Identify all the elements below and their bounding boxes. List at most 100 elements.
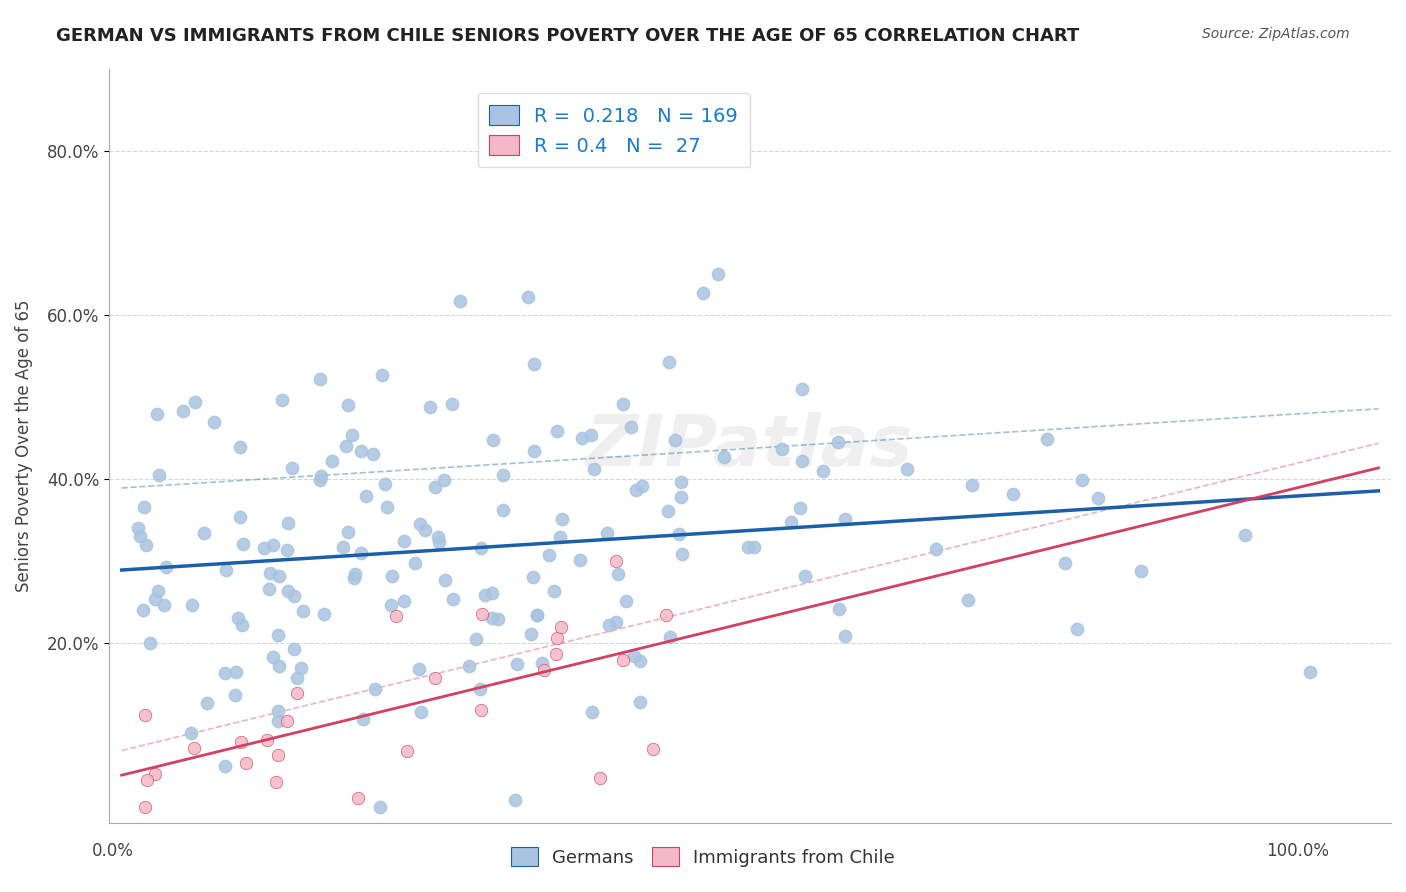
Text: 100.0%: 100.0% [1265,842,1329,860]
Point [658,354,681,368]
Point [669,490,692,504]
Point [253,541,276,555]
Point [419,400,441,414]
Point [256,732,278,747]
Point [226,611,249,625]
Point [291,604,314,618]
Point [596,526,619,541]
Point [267,714,290,728]
Point [285,686,308,700]
Point [276,542,298,557]
Point [605,615,627,629]
Point [470,541,492,555]
Text: ZIPatlas: ZIPatlas [586,411,914,481]
Point [340,428,363,442]
Point [266,775,288,789]
Point [486,612,509,626]
Point [309,372,332,386]
Point [491,467,513,482]
Point [361,447,384,461]
Point [193,526,215,541]
Point [136,773,159,788]
Point [792,382,814,396]
Point [1299,665,1322,680]
Point [352,712,374,726]
Point [380,598,402,612]
Point [643,741,665,756]
Point [896,462,918,476]
Point [568,553,591,567]
Point [579,428,602,442]
Point [742,540,765,554]
Point [614,594,637,608]
Point [606,567,628,582]
Point [146,583,169,598]
Point [834,629,856,643]
Point [257,582,280,597]
Point [311,469,333,483]
Point [180,725,202,739]
Point [737,540,759,554]
Point [526,607,548,622]
Point [481,611,503,625]
Point [543,584,565,599]
Point [132,500,155,515]
Point [214,759,236,773]
Point [129,529,152,543]
Point [195,696,218,710]
Point [1066,622,1088,636]
Point [548,530,571,544]
Point [581,705,603,719]
Point [229,440,252,454]
Point [225,665,247,679]
Point [215,563,238,577]
Point [228,509,250,524]
Point [283,642,305,657]
Point [336,525,359,540]
Point [631,479,654,493]
Point [270,393,292,408]
Point [620,420,643,434]
Point [956,593,979,607]
Point [267,628,290,642]
Point [385,609,408,624]
Point [148,467,170,482]
Point [183,740,205,755]
Point [337,397,360,411]
Point [280,460,302,475]
Point [409,705,432,719]
Text: Source: ZipAtlas.com: Source: ZipAtlas.com [1202,27,1350,41]
Point [262,649,284,664]
Point [135,537,157,551]
Point [409,516,432,531]
Point [659,630,682,644]
Point [605,554,627,568]
Point [692,285,714,300]
Point [267,569,290,583]
Point [354,489,377,503]
Point [426,530,449,544]
Point [180,598,202,612]
Point [671,547,693,561]
Point [1002,487,1025,501]
Text: GERMAN VS IMMIGRANTS FROM CHILE SENIORS POVERTY OVER THE AGE OF 65 CORRELATION C: GERMAN VS IMMIGRANTS FROM CHILE SENIORS … [56,27,1080,45]
Point [1087,491,1109,505]
Point [283,589,305,603]
Point [449,294,471,309]
Point [707,267,730,281]
Point [425,671,447,685]
Point [811,464,834,478]
Point [381,569,404,583]
Point [1130,564,1153,578]
Point [523,444,546,458]
Point [309,474,332,488]
Point [267,704,290,718]
Point [1233,527,1256,541]
Point [423,480,446,494]
Point [925,541,948,556]
Point [134,708,156,723]
Point [623,648,645,663]
Point [371,368,394,382]
Point [1035,432,1057,446]
Point [408,662,430,676]
